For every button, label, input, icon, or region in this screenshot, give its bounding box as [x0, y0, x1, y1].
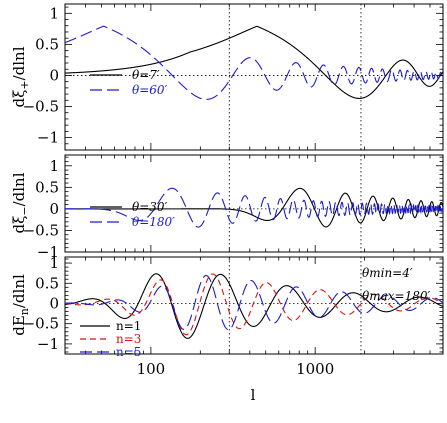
middle-ytick-label: −1 — [37, 243, 59, 261]
panel-bottom-vlines — [228, 257, 362, 354]
middle-ytick-label: 0 — [49, 200, 59, 218]
panel-top-series — [65, 25, 443, 100]
annotation-theta-max: θmax=180′ — [362, 289, 430, 303]
panel-top-ylabel-main: dξ — [10, 90, 28, 108]
xtick-label-100: 100 — [137, 360, 166, 378]
panel-bottom-ylabel-tail: /dlnl — [10, 274, 28, 308]
middle-ytick-label: 0.5 — [35, 178, 59, 196]
bottom-series-1 — [65, 273, 443, 336]
panel-middle-ylabel-sub: − — [18, 206, 31, 215]
bottom-series-2 — [65, 274, 443, 331]
panel-bottom-legend: n=1 n=3 n=5 — [80, 319, 141, 359]
panel-top-yticks: −1 −0.5 0 0.5 1 — [23, 4, 443, 151]
middle-ytick-label: 1 — [49, 157, 59, 175]
legend-label-theta7: θ=7′ — [132, 68, 160, 82]
legend-label-theta180: θ=180′ — [132, 215, 175, 229]
top-ytick-label: −0.5 — [23, 98, 59, 116]
middle-series-0 — [65, 187, 443, 228]
panel-bottom: −1 −0.5 0 0.5 1 dEn/dlnl n=1 n=3 n=5 θmin=4′… — [10, 254, 444, 404]
panel-top: −1 −0.5 0 0.5 1 dξ+/dlnl θ=7′ θ=60′ — [10, 3, 444, 151]
panel-bottom-yticks: −1 −0.5 0 0.5 1 — [23, 254, 443, 353]
legend-label-n1: n=1 — [116, 319, 141, 333]
panel-middle-ylabel: dξ−/dlnl — [10, 172, 31, 233]
top-ytick-label: 0.5 — [35, 35, 59, 53]
panel-bottom-ylabel-main: dE — [10, 315, 28, 336]
top-series-0 — [65, 25, 443, 99]
x-axis-label: l — [251, 386, 256, 404]
middle-series-1 — [65, 187, 443, 228]
bottom-ytick-label: −1 — [37, 335, 59, 353]
top-ytick-label: 0 — [49, 66, 59, 84]
legend-label-n3: n=3 — [116, 332, 141, 346]
legend-label-theta30: θ=30′ — [132, 200, 168, 214]
panel-bottom-ylabel: dEn/dlnl — [10, 274, 31, 336]
panel-bottom-ylabel-sub: n — [18, 308, 31, 315]
panel-top-ylabel: dξ+/dlnl — [10, 46, 31, 107]
bottom-ytick-label: −0.5 — [23, 315, 59, 333]
middle-ytick-label: −0.5 — [23, 221, 59, 239]
panel-top-xticks — [64, 4, 444, 150]
bottom-series-0 — [65, 273, 443, 339]
panel-top-vlines — [228, 4, 362, 150]
panel-top-frame — [64, 3, 444, 151]
bottom-ytick-label: 0 — [49, 294, 59, 312]
panel-middle-yticks: −1 −0.5 0 0.5 1 — [23, 156, 443, 261]
panel-middle-xticks — [64, 155, 444, 252]
annotation-theta-min: θmin=4′ — [362, 266, 413, 280]
top-series-1 — [65, 25, 443, 100]
bottom-ytick-label: 0.5 — [35, 274, 59, 292]
legend-label-n5: n=5 — [116, 345, 141, 359]
panel-top-ylabel-sub: + — [18, 80, 31, 89]
panel-middle-frame — [64, 154, 444, 253]
panel-middle-vlines — [228, 155, 362, 252]
legend-label-theta60: θ=60′ — [132, 83, 168, 97]
panel-top-ylabel-tail: /dlnl — [10, 46, 28, 80]
panel-bottom-frame — [64, 256, 444, 355]
panel-top-legend: θ=7′ θ=60′ — [90, 68, 168, 97]
xtick-label-1000: 1000 — [296, 360, 334, 378]
panel-middle-legend: θ=30′ θ=180′ — [90, 200, 175, 229]
top-ytick-label: 1 — [49, 4, 59, 22]
panel-bottom-annotations: θmin=4′ θmax=180′ — [362, 266, 430, 303]
panel-middle-ylabel-main: dξ — [10, 216, 28, 234]
panel-middle-series — [65, 187, 443, 228]
panel-middle-ylabel-tail: /dlnl — [10, 172, 28, 206]
panel-middle: −1 −0.5 0 0.5 1 dξ−/dlnl θ=30′ θ=180′ — [10, 154, 444, 261]
bottom-ytick-label: 1 — [49, 254, 59, 272]
panel-bottom-series — [65, 273, 443, 339]
panel-bottom-xtick-labels: 100 1000 — [137, 360, 335, 378]
top-ytick-label: −1 — [37, 129, 59, 147]
